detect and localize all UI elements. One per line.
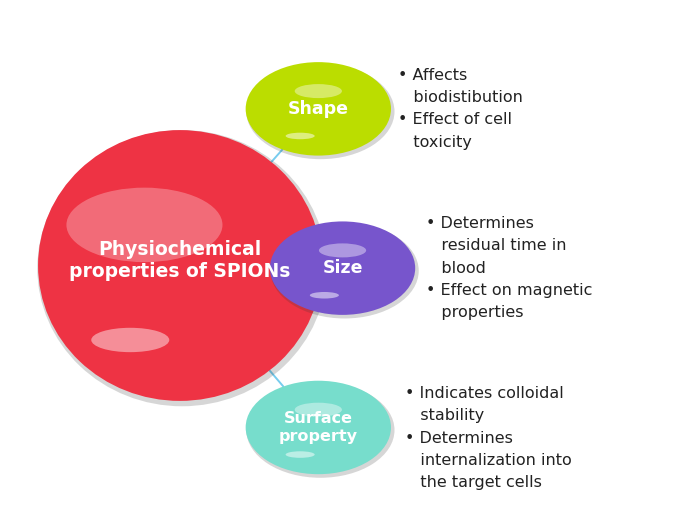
Ellipse shape — [246, 64, 394, 159]
Ellipse shape — [91, 328, 170, 352]
Text: Size: Size — [322, 259, 363, 277]
Ellipse shape — [310, 292, 339, 298]
Ellipse shape — [295, 402, 342, 417]
Ellipse shape — [271, 223, 419, 319]
Ellipse shape — [37, 130, 327, 406]
Ellipse shape — [270, 221, 415, 315]
Ellipse shape — [319, 243, 366, 258]
Text: Shape: Shape — [288, 100, 349, 118]
Text: • Indicates colloidal
   stability
• Determines
   internalization into
   the t: • Indicates colloidal stability • Determ… — [405, 386, 572, 490]
Ellipse shape — [66, 187, 223, 262]
Ellipse shape — [295, 84, 342, 98]
Ellipse shape — [246, 381, 391, 474]
Text: • Affects
   biodistibution
• Effect of cell
   toxicity: • Affects biodistibution • Effect of cel… — [398, 68, 522, 150]
Ellipse shape — [286, 133, 315, 139]
Text: • Determines
   residual time in
   blood
• Effect on magnetic
   properties: • Determines residual time in blood • Ef… — [426, 216, 592, 320]
Ellipse shape — [246, 62, 391, 156]
Ellipse shape — [38, 130, 322, 401]
Ellipse shape — [286, 451, 315, 458]
Text: Physiochemical
properties of SPIONs: Physiochemical properties of SPIONs — [69, 239, 291, 281]
Ellipse shape — [246, 382, 394, 478]
Text: Surface
property: Surface property — [279, 411, 358, 444]
